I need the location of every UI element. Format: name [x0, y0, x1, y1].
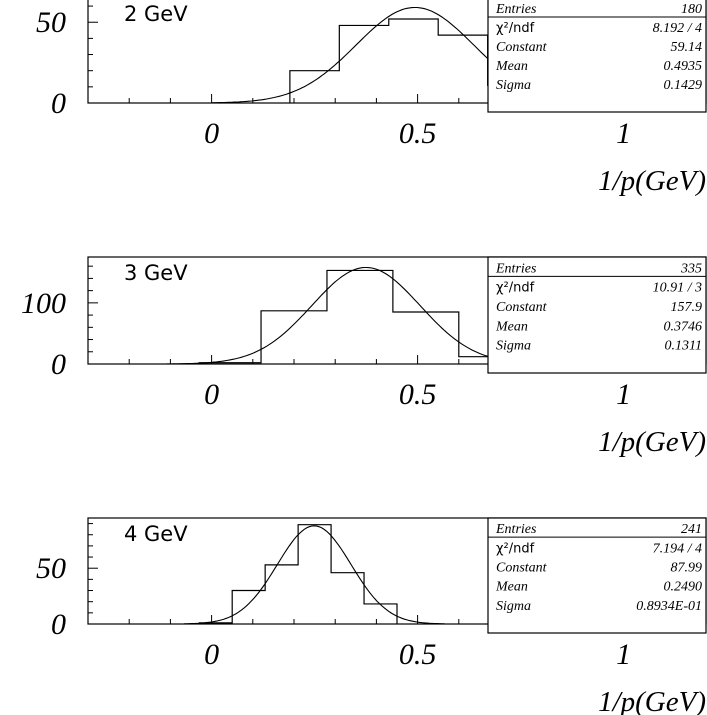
stats-box: Entries 335 χ²/ndf 10.91 / 3 Constant 157.9 Me… [487, 256, 707, 374]
stats-box: Entries 180 χ²/ndf 8.192 / 4 Constant 59.14 Me… [487, 0, 707, 113]
stat-constant-label: Constant [496, 300, 548, 315]
histogram-bin [265, 565, 298, 624]
x-tick-label: 1 [616, 117, 631, 150]
stat-mean-value: 0.2490 [664, 580, 703, 595]
stat-entries-label: Entries [495, 522, 537, 537]
x-tick-label: 0 [204, 378, 219, 411]
x-tick-label: 0 [204, 638, 219, 671]
panel-label: 4 GeV [124, 522, 188, 546]
histogram-series [198, 524, 398, 624]
stat-mean-label: Mean [495, 319, 528, 334]
stat-sigma-label: Sigma [496, 599, 531, 614]
gaussian-fit-curve [184, 525, 445, 625]
x-tick-label: 0.5 [399, 117, 437, 150]
y-tick-label: 0 [51, 87, 66, 120]
histogram-bin [261, 311, 327, 364]
stat-sigma-label: Sigma [496, 78, 531, 93]
stat-mean-label: Mean [495, 580, 528, 595]
stat-entries-value: 335 [680, 261, 702, 276]
y-tick-label: 0 [51, 348, 66, 381]
histogram-bin [290, 71, 339, 103]
stat-constant-label: Constant [496, 40, 548, 55]
stat-constant-value: 157.9 [671, 300, 703, 315]
stat-constant-label: Constant [496, 561, 548, 576]
panel-1: Entries 180 χ²/ndf 8.192 / 4 Constant 59.14 Me… [36, 0, 707, 197]
y-tick-label: 50 [36, 6, 66, 39]
x-tick-label: 0.5 [399, 378, 437, 411]
x-axis-title: 1/p(GeV) [598, 165, 706, 197]
stat-chi2ndf-value: 8.192 / 4 [653, 21, 702, 36]
stat-chi2ndf-value: 10.91 / 3 [653, 281, 702, 296]
histogram-bin [393, 312, 459, 364]
histogram-bin [438, 35, 487, 103]
histogram-bin [298, 525, 331, 624]
stat-chi2ndf-label: χ²/ndf [496, 541, 535, 556]
histogram-bin [331, 573, 364, 624]
histogram-bin [232, 591, 265, 624]
y-tick-label: 0 [51, 608, 66, 641]
x-tick-label: 1 [616, 378, 631, 411]
x-tick-label: 0.5 [399, 638, 437, 671]
stat-constant-value: 87.99 [671, 561, 703, 576]
stat-constant-value: 59.14 [671, 40, 703, 55]
panel-label: 3 GeV [124, 261, 188, 285]
stat-chi2ndf-label: χ²/ndf [496, 21, 535, 36]
y-tick-label: 50 [36, 552, 66, 585]
panel-label: 2 GeV [124, 2, 188, 26]
x-axis-title: 1/p(GeV) [598, 426, 706, 458]
x-tick-label: 1 [616, 638, 631, 671]
x-axis-title: 1/p(GeV) [598, 686, 706, 715]
histogram-bin [327, 270, 393, 364]
histogram-bin [389, 19, 438, 103]
stat-sigma-value: 0.1429 [664, 78, 703, 93]
stat-entries-label: Entries [495, 261, 537, 276]
stat-entries-label: Entries [495, 2, 537, 17]
stat-sigma-label: Sigma [496, 339, 531, 354]
stat-mean-value: 0.4935 [664, 59, 703, 74]
stats-box: Entries 241 χ²/ndf 7.194 / 4 Constant 87.99 Me… [487, 517, 707, 634]
stat-chi2ndf-value: 7.194 / 4 [653, 541, 702, 556]
stat-sigma-value: 0.8934E-01 [636, 599, 702, 614]
stat-mean-label: Mean [495, 59, 528, 74]
stat-mean-value: 0.3746 [664, 319, 703, 334]
x-tick-label: 0 [204, 117, 219, 150]
panel-2: Entries 335 χ²/ndf 10.91 / 3 Constant 157.9 Me… [21, 256, 707, 458]
stat-entries-value: 180 [681, 2, 702, 17]
panel-3: Entries 241 χ²/ndf 7.194 / 4 Constant 87.99 Me… [36, 517, 707, 715]
stat-sigma-value: 0.1311 [665, 339, 702, 354]
stats-box-frame [487, 0, 707, 113]
stat-chi2ndf-label: χ²/ndf [496, 281, 535, 296]
y-tick-label: 100 [21, 287, 66, 320]
stat-entries-value: 241 [681, 522, 702, 537]
